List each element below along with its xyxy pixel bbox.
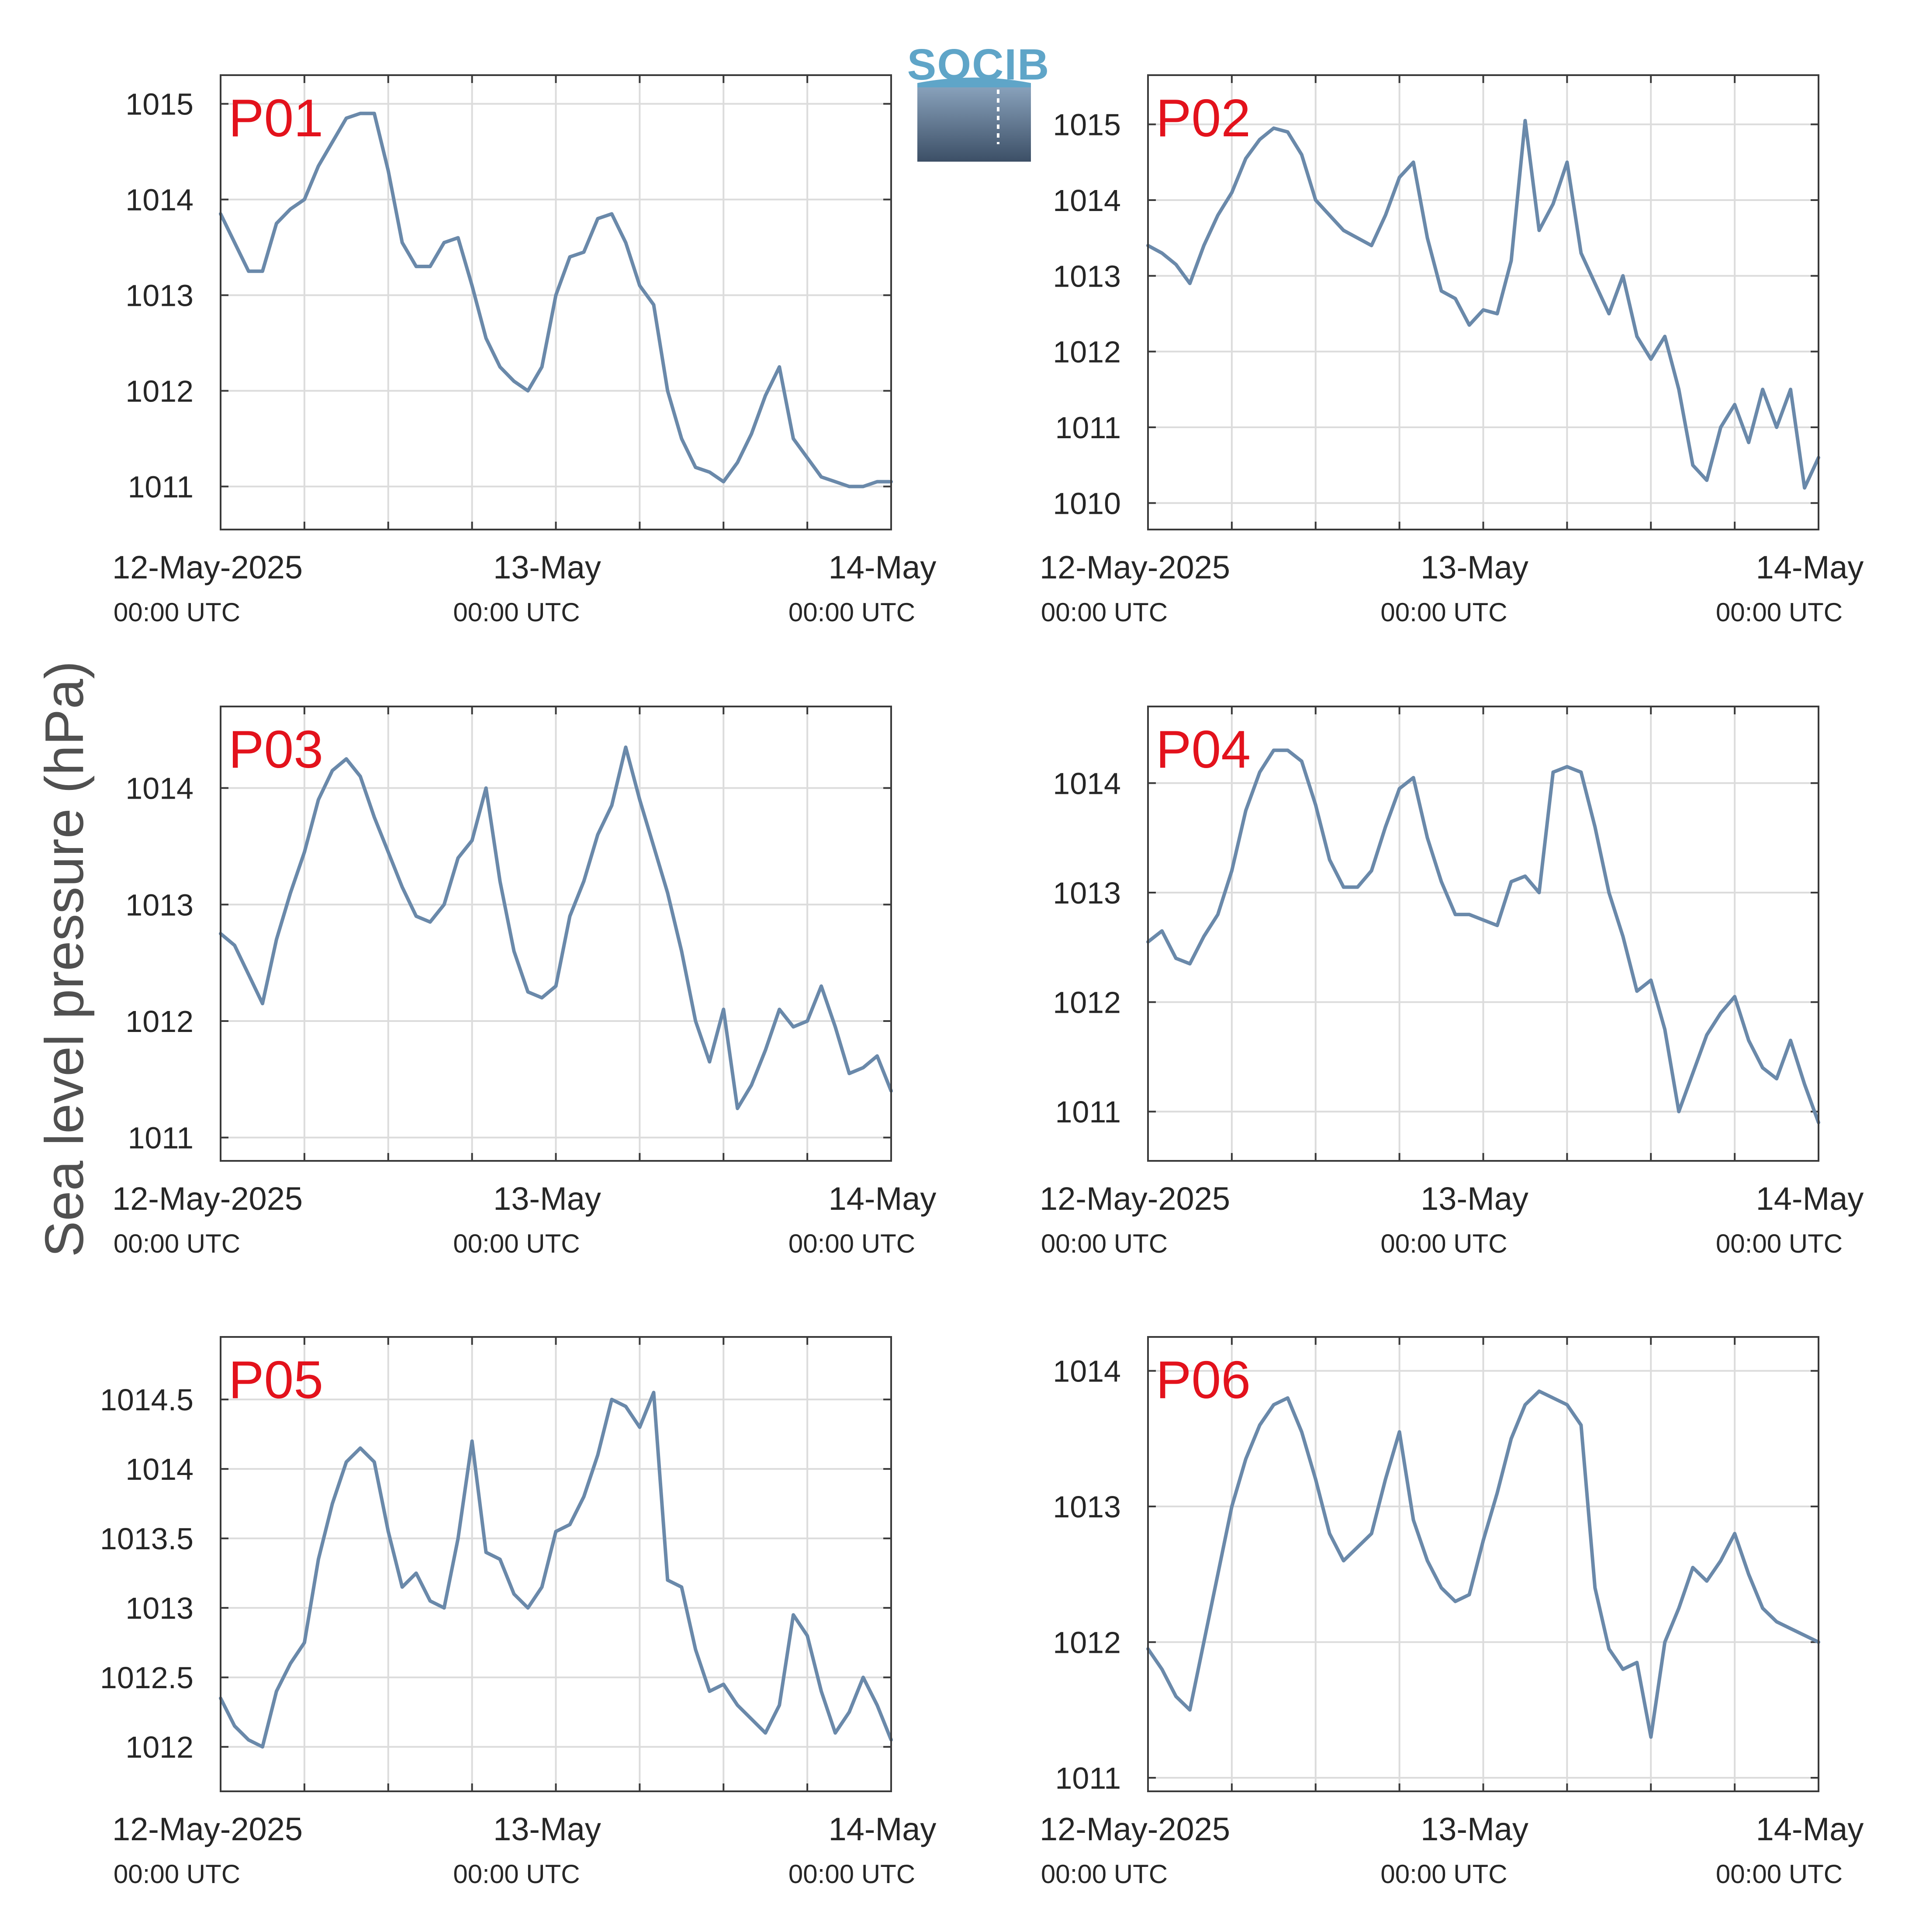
axes-box: [1147, 706, 1819, 1162]
y-tick-label: 1013: [1053, 259, 1121, 293]
y-tick-label: 1012: [1053, 986, 1121, 1020]
x-tick-label: 14-May: [1756, 549, 1864, 585]
y-tick-label: 1015: [125, 87, 194, 121]
x-tick-label: 12-May-2025: [112, 549, 303, 585]
y-tick-label: 1011: [1055, 411, 1121, 445]
y-tick-label: 1012: [125, 374, 194, 409]
x-tick-sublabel: 00:00 UTC: [1716, 1859, 1843, 1889]
x-tick-label: 12-May-2025: [112, 1811, 303, 1847]
x-tick-label: 14-May: [829, 549, 937, 585]
y-tick-label: 1010: [1053, 486, 1121, 520]
y-tick-label: 1012: [1053, 335, 1121, 369]
x-tick-sublabel: 00:00 UTC: [453, 598, 580, 627]
y-tick-label: 1013: [125, 888, 194, 922]
x-tick-label: 14-May: [829, 1811, 937, 1847]
y-tick-label: 1012.5: [100, 1661, 194, 1695]
panels: 1011 1012 1013 1014 1015 P01 12-May-2025 00:00 …: [100, 74, 1864, 1889]
panel-p06: 1011 1012 1013 1014 P06 12-May-2025 00:00 UTC 1…: [1040, 1336, 1864, 1889]
y-tick-label: 1013: [125, 1591, 194, 1625]
axes-box: [1147, 1336, 1819, 1792]
x-tick-sublabel: 00:00 UTC: [1380, 1229, 1507, 1258]
panel-p05: 1012 1012.5 1013 1013.5 1014 1014.5 P05 12-May-…: [100, 1336, 937, 1889]
pressure-series-line: [1146, 119, 1820, 490]
x-tick-sublabel: 00:00 UTC: [788, 598, 915, 627]
x-tick-label: 13-May: [493, 1811, 601, 1847]
pressure-series-line: [219, 111, 893, 488]
y-tick-label: 1012: [125, 1004, 194, 1039]
y-tick-label: 1011: [128, 470, 194, 504]
y-tick-label: 1014: [125, 1452, 194, 1486]
y-tick-label: 1013: [1053, 876, 1121, 910]
pressure-series-line: [1146, 748, 1820, 1125]
y-tick-label: 1012: [125, 1730, 194, 1764]
logo-graphic: [917, 85, 1031, 162]
logo-wave: [917, 77, 1031, 87]
x-tick-label: 12-May-2025: [1040, 1811, 1230, 1847]
panel-p01: 1011 1012 1013 1014 1015 P01 12-May-2025 00:00 …: [112, 74, 937, 627]
socib-logo: SOCIB: [907, 40, 1049, 162]
x-tick-sublabel: 00:00 UTC: [453, 1229, 580, 1258]
x-tick-label: 13-May: [1421, 1181, 1528, 1217]
axes-box: [1147, 74, 1819, 530]
axes-box: [220, 74, 892, 530]
y-tick-label: 1012: [1053, 1626, 1121, 1660]
x-tick-label: 12-May-2025: [1040, 549, 1230, 585]
y-tick-label: 1014: [125, 183, 194, 217]
x-tick-sublabel: 00:00 UTC: [1041, 598, 1168, 627]
pressure-series-line: [1146, 1389, 1820, 1739]
x-tick-sublabel: 00:00 UTC: [114, 1859, 240, 1889]
y-axis-label: Sea level pressure (hPa): [35, 661, 95, 1257]
panel-p02: 1010 1011 1012 1013 1014 1015 P02 12-May-2025 00…: [1040, 74, 1864, 627]
x-tick-sublabel: 00:00 UTC: [114, 598, 240, 627]
x-tick-label: 12-May-2025: [112, 1181, 303, 1217]
y-tick-label: 1013.5: [100, 1522, 194, 1556]
panel-p04: 1011 1012 1013 1014 P04 12-May-2025 00:00 UTC 1…: [1040, 706, 1864, 1258]
y-tick-label: 1014.5: [100, 1383, 194, 1417]
x-tick-sublabel: 00:00 UTC: [1380, 598, 1507, 627]
x-tick-label: 13-May: [1421, 549, 1528, 585]
y-tick-label: 1015: [1053, 108, 1121, 142]
axes-box: [220, 706, 892, 1162]
y-tick-label: 1013: [1053, 1490, 1121, 1524]
x-tick-label: 13-May: [493, 549, 601, 585]
panel-label: P03: [228, 720, 323, 779]
y-tick-label: 1011: [1055, 1761, 1121, 1795]
y-tick-label: 1014: [1053, 1354, 1121, 1388]
x-tick-sublabel: 00:00 UTC: [1041, 1229, 1168, 1258]
x-tick-sublabel: 00:00 UTC: [453, 1859, 580, 1889]
x-tick-sublabel: 00:00 UTC: [114, 1229, 240, 1258]
panel-label: P02: [1156, 88, 1251, 148]
y-tick-label: 1014: [1053, 766, 1121, 800]
x-tick-label: 13-May: [1421, 1811, 1528, 1847]
x-tick-label: 13-May: [493, 1181, 601, 1217]
pressure-series-line: [219, 745, 893, 1110]
pressure-series-line: [219, 1391, 893, 1749]
y-tick-label: 1011: [1055, 1095, 1121, 1129]
panel-label: P05: [228, 1350, 323, 1409]
x-tick-sublabel: 00:00 UTC: [1380, 1859, 1507, 1889]
x-tick-label: 12-May-2025: [1040, 1181, 1230, 1217]
x-tick-sublabel: 00:00 UTC: [1716, 1229, 1843, 1258]
panel-p03: 1011 1012 1013 1014 P03 12-May-2025 00:00 UTC 1…: [112, 706, 936, 1258]
x-tick-label: 14-May: [829, 1181, 937, 1217]
x-tick-sublabel: 00:00 UTC: [788, 1229, 915, 1258]
panel-label: P06: [1156, 1350, 1251, 1409]
x-tick-sublabel: 00:00 UTC: [788, 1859, 915, 1889]
x-tick-label: 14-May: [1756, 1811, 1864, 1847]
y-tick-label: 1013: [125, 279, 194, 313]
x-tick-sublabel: 00:00 UTC: [1716, 598, 1843, 627]
panel-label: P04: [1156, 720, 1251, 779]
y-tick-label: 1011: [128, 1121, 194, 1155]
y-tick-label: 1014: [1053, 184, 1121, 218]
x-tick-label: 14-May: [1756, 1181, 1864, 1217]
panel-label: P01: [228, 88, 323, 148]
y-tick-label: 1014: [125, 772, 194, 806]
axes-box: [220, 1336, 892, 1792]
x-tick-sublabel: 00:00 UTC: [1041, 1859, 1168, 1889]
